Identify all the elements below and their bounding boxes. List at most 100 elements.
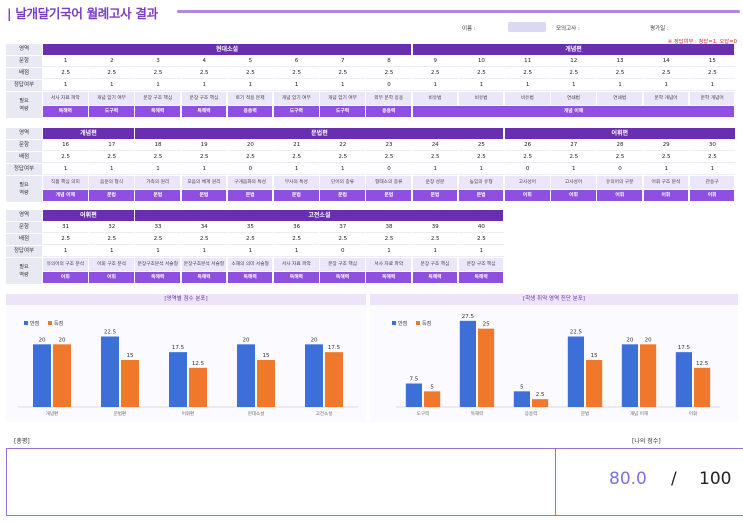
report-title: | 날개달기국어 월례고사 결과 xyxy=(7,6,158,21)
question-number: 35 xyxy=(227,222,273,233)
bar xyxy=(169,352,187,407)
required-skill: 문장 구조 핵심 xyxy=(320,258,365,271)
ability-tag: 어휘 xyxy=(597,190,643,201)
weakness-svg: 만점 득점 7.5 5 도구력 27.5 25 독해력 5 2.5 응용력 22.5 15 문법 20 20 개… xyxy=(392,314,720,417)
ability-tag: 어휘 xyxy=(43,272,88,283)
bar xyxy=(53,344,71,407)
row-label-area: 영역 xyxy=(6,210,42,221)
data-label: 12.5 xyxy=(192,361,205,367)
points-value: 2.5 xyxy=(366,234,412,245)
correct-flag: 1 xyxy=(551,164,597,175)
data-label: 15 xyxy=(591,353,598,359)
row-label-required: 필요 xyxy=(19,182,29,188)
points-value: 2.5 xyxy=(135,152,181,163)
bar xyxy=(621,344,638,407)
question-number: 3 xyxy=(135,56,181,67)
ability-tag: 문법 xyxy=(366,190,412,201)
section-header: 개념편 xyxy=(43,128,134,139)
points-value: 2.5 xyxy=(505,68,551,79)
my-score: 80.0 xyxy=(609,469,647,489)
required-skill: 부사의 특성 xyxy=(274,176,319,189)
question-number: 10 xyxy=(458,56,504,67)
data-label: 20 xyxy=(39,337,46,343)
section-header: 고전소설 xyxy=(135,210,504,221)
question-number: 31 xyxy=(43,222,89,233)
correct-flag: 1 xyxy=(320,80,366,91)
grid-row: 정답여부 1 1 1 1 1 1 0 1 1 1 xyxy=(6,246,734,257)
required-skill: 가족의 원리 xyxy=(135,176,181,189)
question-number: 30 xyxy=(689,140,735,151)
data-label: 22.5 xyxy=(104,330,117,336)
question-number: 8 xyxy=(366,56,412,67)
question-number: 6 xyxy=(274,56,320,67)
question-number: 5 xyxy=(227,56,273,67)
x-tick-label: 어휘 xyxy=(689,410,697,417)
question-number: 40 xyxy=(458,222,504,233)
points-value: 2.5 xyxy=(43,234,89,245)
correct-flag: 1 xyxy=(689,164,735,175)
row-label-question: 문항 xyxy=(6,140,42,151)
data-label: 17.5 xyxy=(172,345,185,351)
points-value: 2.5 xyxy=(366,152,412,163)
ability-tag: 독해력 xyxy=(135,106,181,117)
correct-flag: 0 xyxy=(366,164,412,175)
bar xyxy=(675,352,692,407)
bar xyxy=(424,391,441,407)
data-label: 17.5 xyxy=(678,345,691,351)
points-value: 2.5 xyxy=(505,152,551,163)
x-tick-label: 문법 xyxy=(581,410,589,417)
correct-flag: 0 xyxy=(505,164,551,175)
data-label: 20 xyxy=(311,337,318,343)
correct-flag: 1 xyxy=(597,80,643,91)
correct-flag: 1 xyxy=(89,246,135,257)
points-value: 2.5 xyxy=(89,68,135,79)
points-value: 2.5 xyxy=(227,234,273,245)
x-tick-label: 어휘편 xyxy=(182,410,194,417)
question-number: 7 xyxy=(320,56,366,67)
required-skill: 음운의 형식 xyxy=(89,176,134,189)
bar xyxy=(478,328,495,407)
chart-title: [학생 취약 영역 진단 분포] xyxy=(370,294,738,305)
points-value: 2.5 xyxy=(274,68,320,79)
answer-note: ※ 정답여부 : 정답=1, 오답=0 xyxy=(667,39,737,45)
x-tick-label: 개념 이해 xyxy=(630,410,648,417)
correct-flag: 1 xyxy=(43,246,89,257)
weakness-chart: [학생 취약 영역 진단 분포] 만점 득점 7.5 5 도구력 27.5 25 독해력 5 2.… xyxy=(370,294,738,422)
section-header: 개념편 xyxy=(412,44,735,55)
ability-tag: 문법 xyxy=(458,190,504,201)
chart-title: [영역별 점수 분포] xyxy=(6,294,366,305)
report-header: | 날개달기국어 월례고사 결과 xyxy=(7,3,740,21)
row-label-points: 배점 xyxy=(6,152,42,163)
bar xyxy=(121,360,139,407)
question-number: 12 xyxy=(551,56,597,67)
correct-flag: 1 xyxy=(227,80,273,91)
points-value: 2.5 xyxy=(43,68,89,79)
row-label-ability: 역량 xyxy=(19,106,29,112)
points-value: 2.5 xyxy=(181,234,227,245)
correct-flag: 1 xyxy=(458,80,504,91)
question-number: 20 xyxy=(227,140,273,151)
required-skill: 직품 핵심 의미 xyxy=(43,176,88,189)
points-value: 2.5 xyxy=(320,234,366,245)
required-skill: 고사성어 xyxy=(505,176,550,189)
ability-tag: 문법 xyxy=(89,190,134,201)
my-score-label: [나의 점수] xyxy=(632,438,661,445)
correct-flag: 1 xyxy=(458,246,504,257)
date-label: 평가일 : xyxy=(650,26,669,32)
title-underline xyxy=(177,10,740,13)
grid-row: 문항 16 17 18 19 20 21 22 23 24 25 26 27 28 29 30 xyxy=(6,140,735,151)
bar xyxy=(513,391,530,407)
question-number: 17 xyxy=(89,140,135,151)
x-tick-label: 도구력 xyxy=(417,410,429,417)
required-skill: 토기 적용 문제 xyxy=(227,92,273,105)
ability-tag: 문법 xyxy=(227,190,273,201)
question-number: 32 xyxy=(89,222,135,233)
required-skill: 개념 암기 여부 xyxy=(320,92,365,105)
question-number: 29 xyxy=(643,140,689,151)
data-label: 15 xyxy=(263,353,270,359)
required-skill: 문장구조분석 서술형 xyxy=(135,258,181,271)
required-skill: 비유법 xyxy=(458,92,504,105)
bar xyxy=(459,320,476,407)
correct-flag: 1 xyxy=(458,164,504,175)
data-label: 27.5 xyxy=(462,314,475,320)
